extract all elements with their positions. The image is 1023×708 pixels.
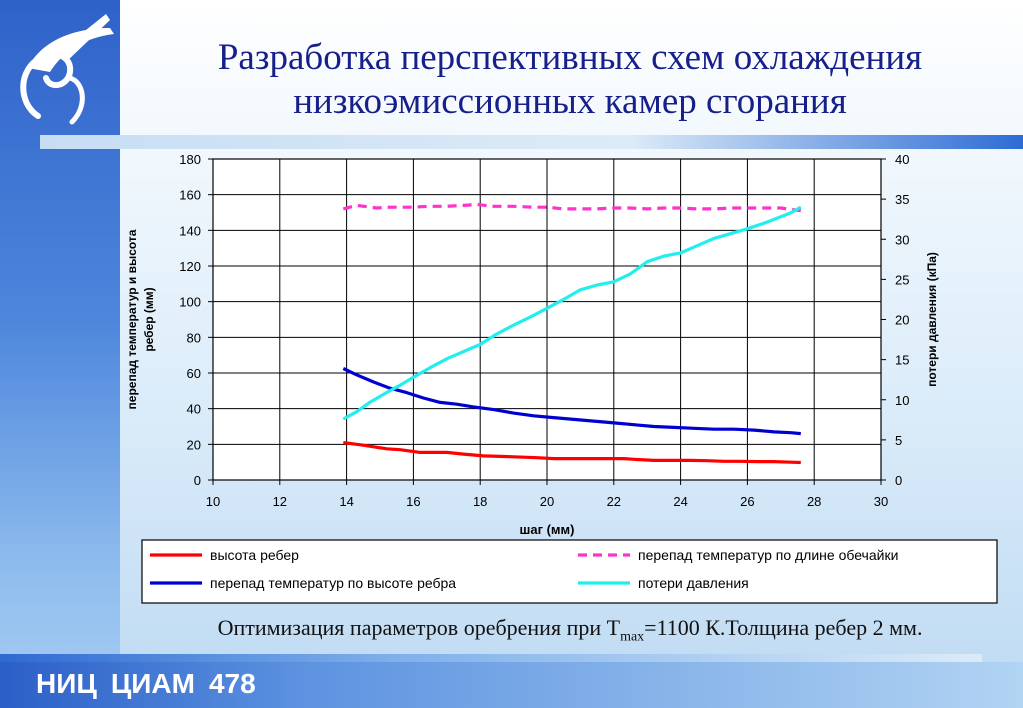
y-right-tick-label: 25 [895,272,909,287]
y-left-tick-label: 20 [187,437,201,452]
y-axis-left-label: перепад температур и высота ребер (мм) [125,229,156,409]
slide-title-line2: низкоэмиссионных камер сгорания [293,81,847,122]
y-left-tick-label: 120 [179,259,201,274]
x-tick-label: 28 [807,494,821,509]
chart-axes: 10 12 14 16 18 20 22 24 26 28 30020406080100120140… [179,152,909,509]
y-right-tick-label: 10 [895,393,909,408]
line-chart: 10 12 14 16 18 20 22 24 26 28 30020406080100120140… [125,152,998,604]
y-right-tick-label: 30 [895,232,909,247]
legend-label-1: высота ребер [210,547,299,563]
x-tick-label: 24 [673,494,687,509]
y-axis-right-label: потери давления (кПа) [925,252,939,387]
legend-label-2: перепад температур по длине обечайки [638,547,898,563]
x-tick-label: 20 [540,494,554,509]
legend-box [141,539,998,604]
x-tick-label: 30 [874,494,888,509]
chart-legend: высота ребер перепад температур по длине … [141,539,998,604]
x-tick-label: 26 [740,494,754,509]
y-right-tick-label: 40 [895,152,909,167]
x-tick-label: 18 [473,494,487,509]
slide-caption: Оптимизация параметров оребрения при Tma… [120,615,1020,645]
y-left-tick-label: 100 [179,295,201,310]
legend-label-3: перепад температур по высоте ребра [210,575,456,591]
slide-title-line1: Разработка перспективных схем охлаждения [217,37,923,78]
chart-series-group [342,202,802,465]
page-number: 478 [208,668,256,699]
slide-title: Разработка перспективных схем охлаждения… [140,36,1000,124]
series-line-2 [342,202,802,213]
footer-org-nic: НИЦ [36,668,97,699]
x-tick-label: 16 [406,494,420,509]
y-right-tick-label: 20 [895,313,909,328]
series-line-1 [343,441,801,465]
series-line-3 [342,367,801,436]
top-divider-stripe [40,135,1023,149]
y-left-tick-label: 160 [179,188,201,203]
series-line-4 [342,205,802,421]
ciam-logo-icon [20,14,114,125]
caption-text-end: =1100 К.Толщина ребер 2 мм. [644,615,923,640]
x-axis-label: шаг (мм) [520,522,575,537]
y-left-tick-label: 180 [179,152,201,167]
y-axis-left-label-line1: перепад температур и высота [125,229,139,409]
y-left-tick-label: 0 [194,473,201,488]
left-decorative-bar [0,0,120,708]
x-tick-label: 10 [206,494,220,509]
x-tick-label: 12 [273,494,287,509]
y-right-tick-label: 5 [895,433,902,448]
y-right-tick-label: 0 [895,473,902,488]
y-left-tick-label: 60 [187,366,201,381]
x-tick-label: 14 [339,494,353,509]
footer-text: НИЦ ЦИАМ 478 [36,668,256,700]
bottom-divider-stripe [0,654,982,662]
footer-bar [0,662,1023,708]
footer-org-ciam: ЦИАМ [110,668,195,699]
x-tick-label: 22 [607,494,621,509]
y-left-tick-label: 40 [187,402,201,417]
y-right-tick-label: 15 [895,353,909,368]
y-right-tick-label: 35 [895,192,909,207]
y-axis-left-label-line2: ребер (мм) [142,287,156,351]
y-left-tick-label: 140 [179,223,201,238]
y-left-tick-label: 80 [187,330,201,345]
caption-text: Оптимизация параметров оребрения при T [217,615,621,640]
legend-label-4: потери давления [638,575,749,591]
caption-subscript: max [620,629,645,645]
